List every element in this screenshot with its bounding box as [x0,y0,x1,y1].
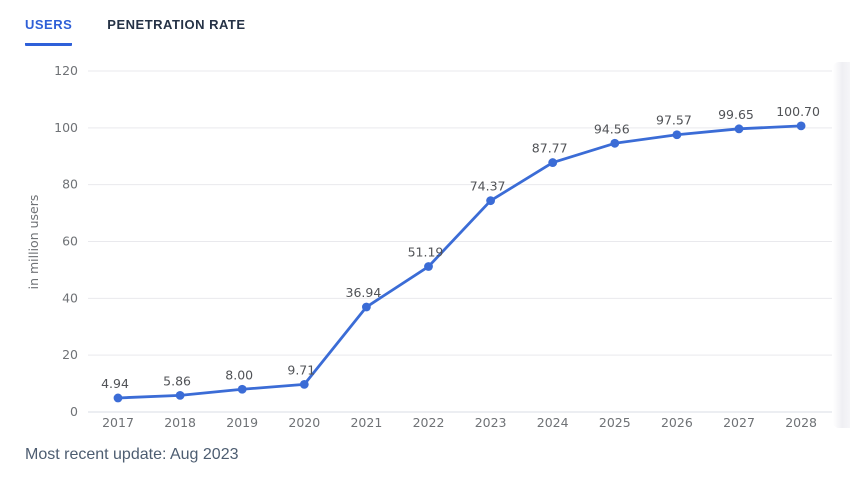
line-chart: 0 20 40 60 80 100 120 2017 2018 2019 2020 2021 2022 2… [0,46,850,438]
svg-text:87.77: 87.77 [532,141,568,156]
svg-text:2028: 2028 [785,415,817,430]
svg-text:2017: 2017 [102,415,134,430]
svg-text:5.86: 5.86 [163,373,191,388]
svg-text:97.57: 97.57 [656,113,692,128]
svg-text:100.70: 100.70 [776,104,820,119]
svg-text:2020: 2020 [288,415,320,430]
svg-text:80: 80 [62,177,78,192]
tab-users-label: USERS [25,17,73,32]
svg-text:2027: 2027 [723,415,755,430]
svg-text:0: 0 [70,404,78,419]
svg-text:74.37: 74.37 [470,179,506,194]
svg-text:2026: 2026 [661,415,693,430]
tab-bar: USERS PENETRATION RATE [0,0,850,46]
line-chart-canvas: 0 20 40 60 80 100 120 2017 2018 2019 2020 2021 2022 2… [26,63,832,430]
svg-text:51.19: 51.19 [408,245,444,260]
svg-text:2025: 2025 [599,415,631,430]
chart-footer: Most recent update: Aug 2023 [0,438,850,464]
tab-users[interactable]: USERS [25,13,73,46]
svg-text:9.71: 9.71 [287,362,315,377]
svg-text:120: 120 [54,63,78,78]
svg-text:99.65: 99.65 [718,107,754,122]
svg-text:40: 40 [62,290,78,305]
svg-text:20: 20 [62,347,78,362]
svg-text:94.56: 94.56 [594,121,630,136]
svg-text:2021: 2021 [350,415,382,430]
svg-text:2024: 2024 [537,415,569,430]
svg-text:8.00: 8.00 [225,367,253,382]
last-update-note: Most recent update: Aug 2023 [25,446,239,463]
svg-text:2023: 2023 [475,415,507,430]
svg-text:2018: 2018 [164,415,196,430]
svg-text:100: 100 [54,120,78,135]
svg-text:60: 60 [62,234,78,249]
svg-text:4.94: 4.94 [101,376,129,391]
tab-penetration-rate-label: PENETRATION RATE [107,17,246,32]
tab-penetration-rate[interactable]: PENETRATION RATE [107,13,245,46]
svg-text:2019: 2019 [226,415,258,430]
svg-text:36.94: 36.94 [346,285,382,300]
svg-text:in million users: in million users [26,195,41,290]
svg-text:2022: 2022 [413,415,445,430]
